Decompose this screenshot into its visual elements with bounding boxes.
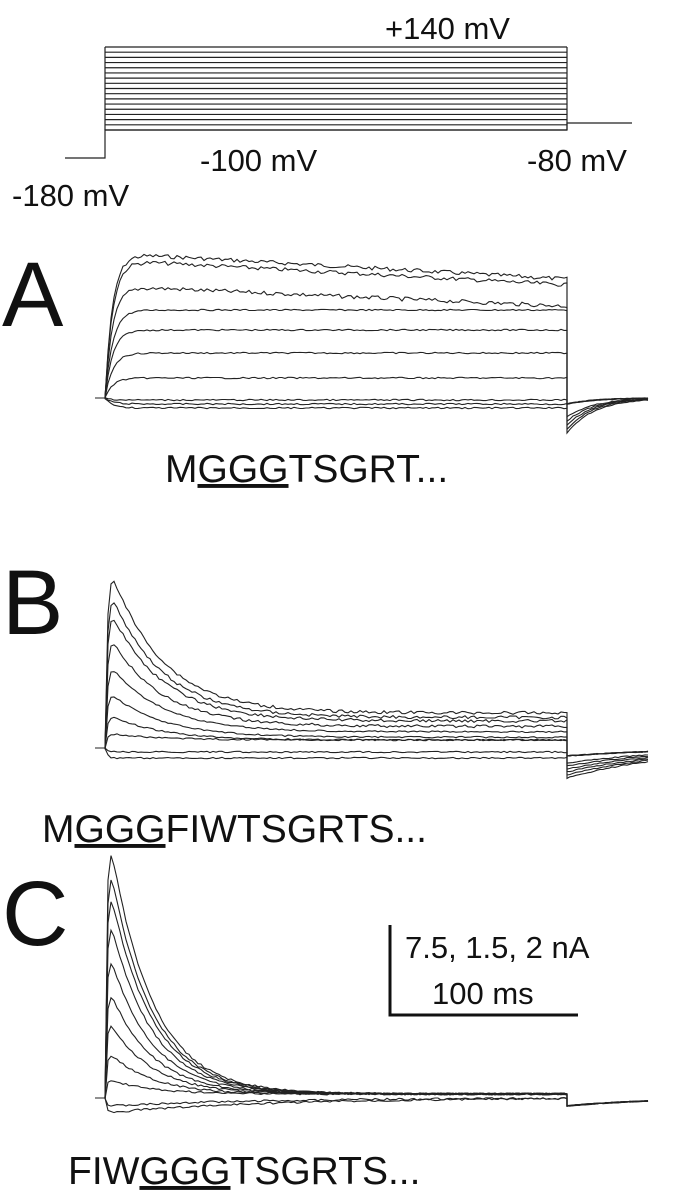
protocol-label: -80 mV bbox=[527, 143, 627, 178]
current-trace bbox=[95, 1080, 649, 1107]
current-trace bbox=[95, 580, 649, 780]
protocol-label: +140 mV bbox=[385, 11, 510, 46]
current-trace bbox=[95, 879, 649, 1107]
seq-underlined: GGG bbox=[75, 808, 166, 851]
panel-label: B bbox=[2, 552, 63, 654]
current-trace bbox=[95, 602, 649, 776]
sequence: MGGGFIWTSGRTS... bbox=[42, 808, 427, 851]
current-trace bbox=[95, 397, 649, 410]
seq-underlined: GGG bbox=[198, 448, 289, 491]
seq-part: M bbox=[165, 448, 198, 491]
current-trace bbox=[95, 328, 649, 418]
current-trace bbox=[95, 287, 649, 427]
current-trace bbox=[95, 619, 649, 773]
current-trace bbox=[95, 376, 649, 405]
seq-part: TSGRT... bbox=[289, 448, 449, 491]
protocol-label: -100 mV bbox=[200, 143, 317, 178]
current-trace bbox=[95, 671, 649, 767]
scale-label: 100 ms bbox=[432, 976, 534, 1011]
current-trace bbox=[95, 260, 649, 431]
current-trace bbox=[95, 397, 649, 405]
seq-part: FIW bbox=[68, 1150, 140, 1193]
current-trace bbox=[95, 855, 649, 1107]
panel-label: C bbox=[2, 863, 68, 965]
current-trace bbox=[95, 397, 649, 406]
current-trace bbox=[95, 733, 649, 757]
seq-part: FIWTSGRTS... bbox=[166, 808, 427, 851]
sequence: MGGGTSGRT... bbox=[165, 448, 448, 491]
seq-part: TSGRTS... bbox=[230, 1150, 420, 1193]
current-trace bbox=[95, 696, 649, 764]
current-trace bbox=[95, 747, 649, 757]
current-trace bbox=[95, 253, 649, 435]
current-trace bbox=[95, 644, 649, 770]
current-trace bbox=[95, 962, 649, 1107]
panel-label: A bbox=[2, 244, 64, 346]
current-trace bbox=[95, 1097, 649, 1114]
voltage-protocol bbox=[65, 46, 632, 159]
current-trace bbox=[95, 747, 649, 760]
scale-label: 7.5, 1.5, 2 nA bbox=[405, 930, 590, 965]
seq-underlined: GGG bbox=[139, 1150, 230, 1193]
current-trace bbox=[95, 1097, 649, 1107]
seq-part: M bbox=[42, 808, 75, 851]
sequence: FIWGGGTSGRTS... bbox=[68, 1150, 420, 1193]
current-trace bbox=[95, 351, 649, 405]
current-trace bbox=[95, 308, 649, 423]
scale-bar bbox=[388, 925, 578, 1017]
protocol-label: -180 mV bbox=[12, 178, 129, 213]
